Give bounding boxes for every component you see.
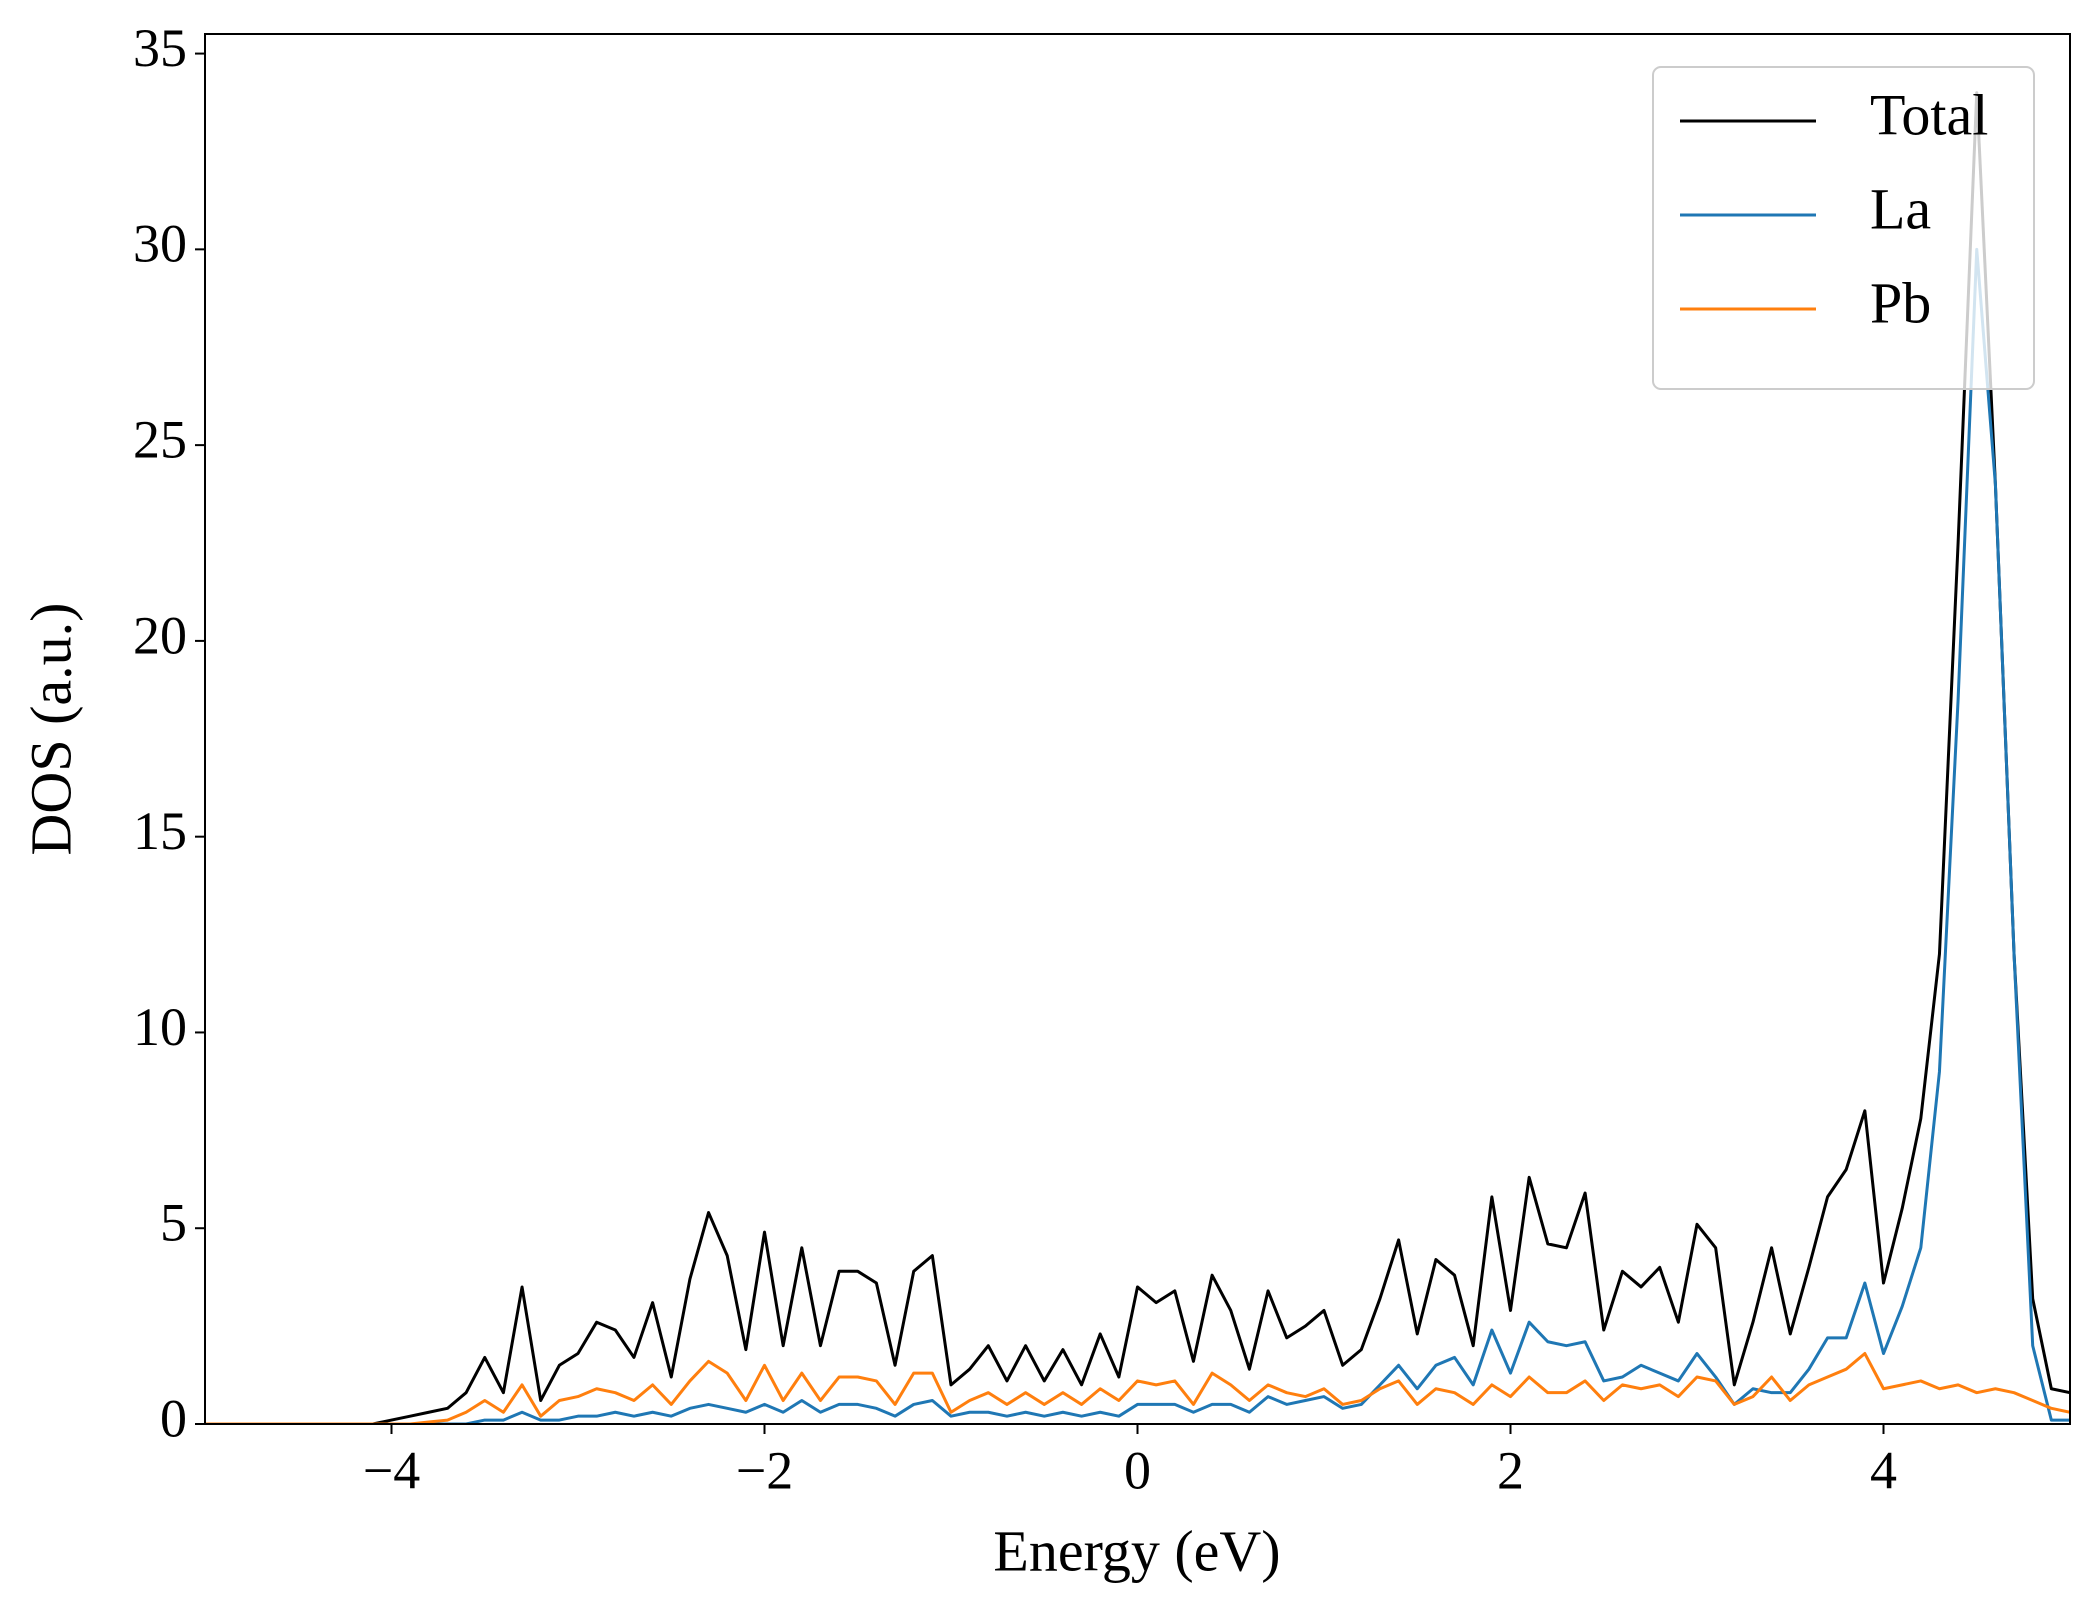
legend-label: Pb bbox=[1870, 270, 1931, 335]
y-axis-label: DOS (a.u.) bbox=[18, 603, 83, 856]
x-tick-label: 2 bbox=[1497, 1440, 1524, 1500]
plot-frame bbox=[204, 33, 2071, 1425]
x-axis-label: Energy (eV) bbox=[993, 1518, 1280, 1583]
legend-label: Total bbox=[1870, 82, 1988, 147]
y-tick-label: 35 bbox=[133, 18, 187, 78]
legend-label: La bbox=[1870, 176, 1931, 241]
legend: Total La Pb bbox=[1652, 66, 2035, 390]
x-tick-label: −4 bbox=[363, 1440, 420, 1500]
series-line bbox=[205, 247, 2070, 1424]
x-tick-label: 4 bbox=[1870, 1440, 1897, 1500]
x-tick-label: 0 bbox=[1124, 1440, 1151, 1500]
y-tick-label: 30 bbox=[133, 214, 187, 274]
series-line bbox=[205, 1352, 2070, 1424]
y-tick-label: 25 bbox=[133, 410, 187, 470]
y-tick-label: 15 bbox=[133, 801, 187, 861]
plot-lines bbox=[205, 91, 2070, 1424]
y-tick-label: 10 bbox=[133, 997, 187, 1057]
y-tick-label: 5 bbox=[160, 1193, 187, 1253]
series-line bbox=[205, 91, 2070, 1424]
y-tick-label: 20 bbox=[133, 605, 187, 665]
x-tick-label: −2 bbox=[736, 1440, 793, 1500]
y-tick-label: 0 bbox=[160, 1388, 187, 1448]
